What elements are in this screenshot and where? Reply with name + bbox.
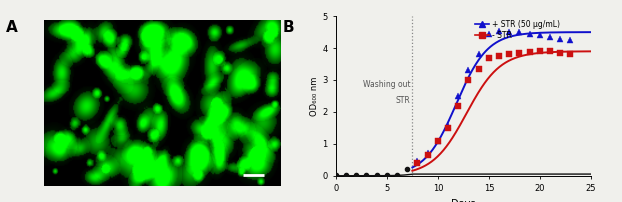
Legend: + STR (50 μg/mL), - STR: + STR (50 μg/mL), - STR — [472, 17, 564, 43]
Text: STR: STR — [396, 96, 411, 105]
X-axis label: Days: Days — [451, 199, 476, 202]
Y-axis label: OD₆₀₀ nm: OD₆₀₀ nm — [310, 76, 319, 116]
Text: Washing out: Washing out — [363, 80, 411, 89]
Text: B: B — [283, 20, 295, 35]
Text: A: A — [6, 20, 18, 35]
